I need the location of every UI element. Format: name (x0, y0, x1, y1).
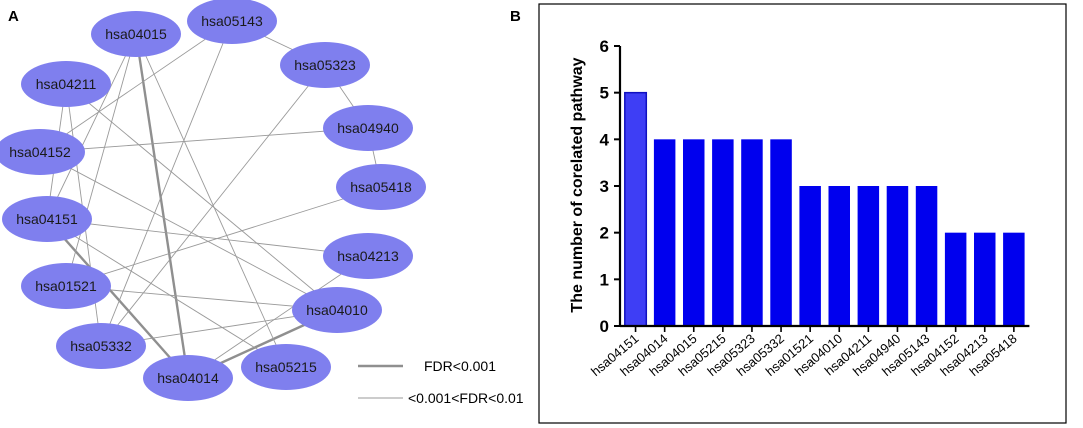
network-edge-hsa04015-hsa04014 (134, 33, 190, 379)
network-legend: FDR<0.001 <0.001<FDR<0.01 (358, 358, 524, 406)
y-axis: 0 1 2 3 4 5 6 (600, 37, 622, 336)
node-label: hsa04152 (9, 144, 71, 160)
panel-b-letter: B (510, 8, 521, 25)
network-node-hsa04211[interactable]: hsa04211 (21, 61, 111, 107)
y-axis-title: The number of corelated pathway (569, 57, 586, 312)
x-axis: hsa04151hsa04014hsa04015hsa05215hsa05323… (588, 324, 1030, 379)
bar-hsa04015 (683, 139, 705, 326)
node-label: hsa04151 (16, 211, 78, 227)
network-node-hsa04014[interactable]: hsa04014 (143, 355, 233, 401)
network-edge-hsa01521-hsa04010 (65, 285, 338, 311)
bar-hsa05418 (1003, 232, 1025, 326)
node-ellipse (323, 233, 413, 279)
network-edge-hsa05418-hsa01521 (65, 186, 382, 287)
network-node-hsa05143[interactable]: hsa05143 (187, 0, 277, 44)
y-tick-label: 1 (600, 270, 609, 289)
network-edge-hsa04151-hsa05215 (46, 218, 287, 368)
bar-chart: 0 1 2 3 4 5 6 hsa04151hsa04014hsa04015hsa05215… (569, 37, 1030, 379)
bar-hsa04211 (857, 186, 880, 326)
network-edge-hsa05143-hsa05332 (100, 20, 233, 347)
node-label: hsa01521 (35, 278, 97, 294)
panel-b-frame (538, 3, 1067, 424)
node-label: hsa04211 (36, 76, 97, 92)
network-edge-hsa04152-hsa04010 (39, 151, 338, 311)
bar-hsa05323 (741, 139, 763, 326)
node-ellipse (143, 355, 233, 401)
node-ellipse (21, 61, 111, 107)
node-ellipse (91, 11, 181, 57)
y-tick-label: 3 (600, 177, 609, 196)
node-ellipse (241, 344, 331, 390)
bar-hsa04152 (944, 232, 967, 326)
y-tick-label: 6 (600, 37, 609, 56)
network-node-hsa05418[interactable]: hsa05418 (336, 164, 426, 210)
network-edge-hsa04015-hsa04151 (46, 33, 137, 220)
bar-hsa05215 (712, 139, 734, 326)
network-node-hsa01521[interactable]: hsa01521 (21, 263, 111, 309)
node-label: hsa05215 (255, 359, 317, 375)
y-tick-label: 5 (600, 84, 609, 103)
network-node-hsa05323[interactable]: hsa05323 (280, 42, 370, 88)
node-ellipse (2, 196, 92, 242)
network-node-hsa04010[interactable]: hsa04010 (292, 287, 382, 333)
pathway-network: hsa04015 hsa05143 hsa05323 hsa04211 hsa04940… (0, 0, 426, 401)
network-node-hsa04015[interactable]: hsa04015 (91, 11, 181, 57)
panel-a-letter: A (8, 8, 19, 25)
bar-hsa01521 (799, 186, 821, 326)
network-edge-hsa04015-hsa01521 (65, 33, 137, 287)
node-label: hsa04940 (337, 120, 399, 136)
node-ellipse (56, 323, 146, 369)
bar-hsa04213 (974, 232, 996, 326)
node-label: hsa04015 (105, 26, 167, 42)
node-label: hsa05332 (70, 338, 132, 354)
legend-label-fdr-moderate: <0.001<FDR<0.01 (408, 390, 524, 406)
legend-label-fdr-strong: FDR<0.001 (424, 358, 496, 374)
network-node-hsa04940[interactable]: hsa04940 (323, 105, 413, 151)
bar-hsa04010 (828, 186, 850, 326)
y-tick-label: 0 (600, 317, 609, 336)
bar-hsa04014 (653, 139, 676, 326)
network-edge-hsa04211-hsa04010 (65, 83, 338, 311)
node-ellipse (323, 105, 413, 151)
node-ellipse (280, 42, 370, 88)
bar-hsa04940 (886, 186, 909, 326)
node-label: hsa05418 (350, 179, 412, 195)
network-node-hsa04152[interactable]: hsa04152 (0, 129, 85, 175)
bar-hsa05143 (915, 186, 938, 326)
bars (624, 91, 1025, 327)
network-node-hsa05332[interactable]: hsa05332 (56, 323, 146, 369)
network-node-hsa05215[interactable]: hsa05215 (241, 344, 331, 390)
bar-hsa04151 (624, 91, 648, 327)
y-tick-label: 2 (600, 224, 609, 243)
node-ellipse (292, 287, 382, 333)
network-edge-hsa04151-hsa04014 (46, 218, 189, 379)
node-ellipse (187, 0, 277, 44)
node-ellipse (21, 263, 111, 309)
node-label: hsa04010 (306, 302, 368, 318)
bar-hsa05332 (770, 139, 792, 326)
node-ellipse (0, 129, 85, 175)
network-edge-hsa04151-hsa04213 (46, 218, 369, 257)
network-node-hsa04151[interactable]: hsa04151 (2, 196, 92, 242)
y-tick-label: 4 (600, 130, 610, 149)
network-edge-hsa04213-hsa04014 (187, 255, 369, 379)
node-label: hsa04213 (337, 248, 399, 264)
node-label: hsa05143 (201, 13, 263, 29)
node-ellipse (336, 164, 426, 210)
network-nodes: hsa04015 hsa05143 hsa05323 hsa04211 hsa04940… (0, 0, 426, 401)
node-label: hsa05323 (294, 57, 356, 73)
network-edge-hsa04015-hsa05215 (135, 33, 287, 368)
network-edge-hsa05323-hsa05332 (100, 64, 326, 347)
network-edge-hsa04940-hsa04152 (39, 127, 369, 153)
node-label: hsa04014 (157, 370, 219, 386)
network-node-hsa04213[interactable]: hsa04213 (323, 233, 413, 279)
